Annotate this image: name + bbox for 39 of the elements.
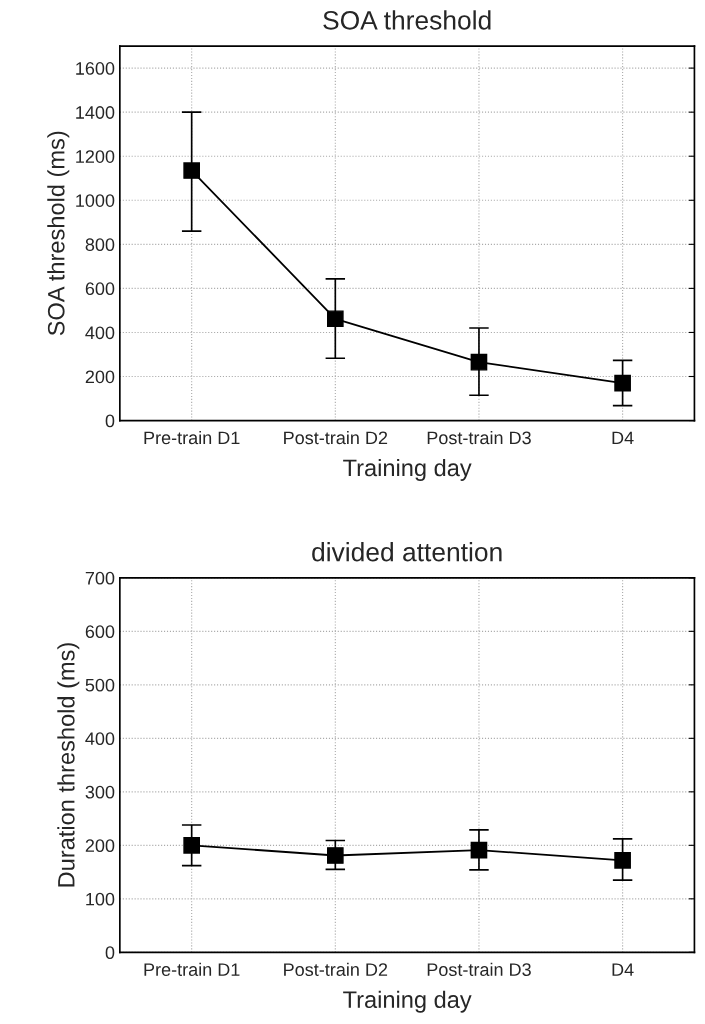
y-axis-title: Duration threshold (ms) — [57, 643, 80, 887]
x-tick-label: Pre-train D1 — [144, 430, 240, 445]
chart-title: divided attention — [312, 542, 502, 562]
point — [326, 847, 344, 864]
point — [183, 836, 201, 854]
y-tick-label: 200 — [85, 370, 115, 384]
y-tick-label: 500 — [85, 678, 115, 692]
y-tick-label: 600 — [85, 282, 115, 296]
point — [183, 162, 201, 179]
y-tick-label: 1600 — [76, 62, 115, 75]
point — [470, 353, 488, 371]
y-tick-label: 300 — [85, 785, 115, 799]
y-tick-label: 100 — [86, 892, 115, 906]
point — [614, 374, 631, 392]
x-axis-title: Training day — [343, 458, 472, 481]
x-tick-label: D4 — [612, 431, 634, 445]
x-tick-label: Post-train D2 — [284, 430, 388, 445]
x-tick-label: Pre-train D1 — [144, 962, 240, 976]
y-tick-label: 0 — [105, 414, 115, 428]
chart-title: SOA threshold — [323, 10, 491, 30]
y-tick-label: 700 — [85, 571, 115, 585]
x-tick-label: Post-train D3 — [427, 430, 531, 445]
y-tick-label: 800 — [85, 238, 115, 252]
y-tick-label: 1200 — [76, 150, 115, 163]
point — [470, 841, 488, 859]
point — [614, 851, 631, 869]
x-axis-title: Training day — [343, 990, 472, 1013]
y-tick-label: 400 — [85, 732, 115, 746]
y-tick-label: 400 — [85, 326, 115, 340]
y-tick-label: 0 — [105, 946, 115, 960]
point — [326, 310, 344, 328]
x-tick-label: D4 — [612, 963, 634, 976]
x-tick-label: Post-train D3 — [427, 962, 531, 976]
y-tick-label: 600 — [85, 625, 115, 639]
y-tick-label: 1400 — [76, 106, 115, 119]
x-tick-label: Post-train D2 — [284, 962, 388, 976]
y-tick-label: 200 — [85, 839, 115, 853]
y-tick-label: 1000 — [76, 194, 115, 207]
y-axis-title: SOA threshold (ms) — [47, 131, 70, 336]
